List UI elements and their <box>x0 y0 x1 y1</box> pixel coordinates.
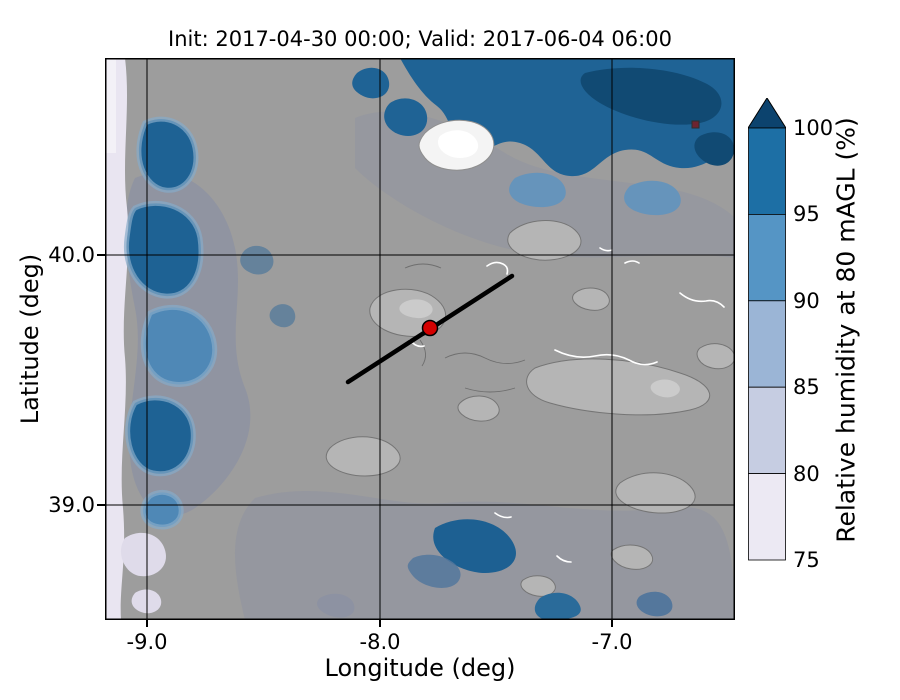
coastal-humidity-artwork <box>123 116 218 530</box>
ytick-mark-1 <box>97 254 105 256</box>
xtick-mark-2 <box>379 620 381 627</box>
xtick-label: -8.0 <box>359 630 401 654</box>
colorbar-seg-75-80 <box>748 473 786 561</box>
xtick-label: -9.0 <box>126 630 168 654</box>
plot-border <box>105 58 735 620</box>
colorbar-tick: 80 <box>793 462 820 486</box>
y-axis-label: Latitude (deg) <box>16 253 44 425</box>
xtick-mark-1 <box>146 620 148 627</box>
xtick-label: -7.0 <box>591 630 633 654</box>
colorbar-extend-arrow <box>748 98 786 129</box>
colorbar-seg-85-90 <box>748 300 786 388</box>
ytick-label: 40.0 <box>48 243 95 267</box>
colorbar-tick: 85 <box>793 375 820 399</box>
colorbar <box>748 98 786 561</box>
xtick-mark-3 <box>611 620 613 627</box>
x-axis-label: Longitude (deg) <box>324 654 516 682</box>
location-marker <box>421 319 439 337</box>
colorbar-seg-95-100 <box>748 127 786 215</box>
colorbar-tick: 90 <box>793 289 820 313</box>
colorbar-label: Relative humidity at 80 mAGL (%) <box>831 117 861 543</box>
colorbar-seg-90-95 <box>748 214 786 302</box>
colorbar-seg-80-85 <box>748 386 786 475</box>
dry-patch-artwork <box>418 119 495 171</box>
colorbar-tick: 95 <box>793 202 820 226</box>
south-humidity-artwork <box>317 519 673 620</box>
station-marker <box>691 120 700 129</box>
gridlines <box>105 58 735 620</box>
colorbar-tick: 100 <box>793 116 834 140</box>
contour-lines-artwork <box>404 263 526 393</box>
map-plot <box>105 58 735 620</box>
ytick-label: 39.0 <box>48 493 95 517</box>
ocean-artwork <box>105 58 166 620</box>
colorbar-tick: 75 <box>793 548 820 572</box>
ytick-mark-2 <box>97 504 105 506</box>
plot-title: Init: 2017-04-30 00:00; Valid: 2017-06-0… <box>168 27 672 51</box>
